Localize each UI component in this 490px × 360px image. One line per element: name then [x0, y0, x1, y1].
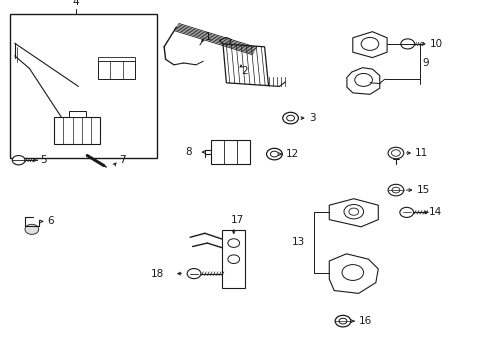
Text: 8: 8 — [185, 147, 192, 157]
Circle shape — [187, 269, 201, 279]
Circle shape — [342, 265, 364, 280]
Circle shape — [388, 184, 404, 196]
Text: 7: 7 — [120, 155, 126, 165]
Circle shape — [344, 204, 364, 219]
Circle shape — [287, 115, 294, 121]
Circle shape — [361, 37, 379, 50]
Text: 12: 12 — [286, 149, 299, 159]
Bar — [98, 57, 135, 61]
Bar — [211, 140, 250, 164]
Text: 16: 16 — [359, 316, 372, 326]
Polygon shape — [329, 254, 378, 293]
Circle shape — [339, 318, 347, 324]
Circle shape — [12, 156, 25, 165]
Circle shape — [270, 151, 278, 157]
Text: 1: 1 — [205, 32, 212, 42]
Text: 10: 10 — [430, 39, 443, 49]
Circle shape — [335, 315, 351, 327]
Text: 15: 15 — [416, 185, 430, 195]
Bar — [54, 117, 100, 144]
Polygon shape — [347, 68, 380, 94]
Circle shape — [401, 39, 415, 49]
Text: 3: 3 — [309, 113, 316, 123]
Text: 17: 17 — [231, 215, 245, 225]
Polygon shape — [223, 44, 269, 86]
Text: 18: 18 — [151, 269, 164, 279]
Bar — [222, 230, 245, 288]
Circle shape — [392, 187, 400, 193]
Text: 4: 4 — [73, 0, 79, 7]
Text: 13: 13 — [292, 238, 305, 247]
Bar — [98, 61, 135, 79]
Text: 11: 11 — [415, 148, 428, 158]
Circle shape — [228, 239, 240, 247]
Text: 6: 6 — [48, 216, 54, 226]
Circle shape — [349, 208, 359, 215]
Bar — [69, 111, 86, 117]
Circle shape — [392, 150, 400, 156]
Polygon shape — [353, 32, 387, 58]
Circle shape — [400, 207, 414, 217]
Text: 5: 5 — [41, 155, 48, 165]
Circle shape — [267, 148, 282, 160]
Bar — [10, 14, 157, 158]
Text: 14: 14 — [429, 207, 442, 217]
Circle shape — [355, 73, 372, 86]
Circle shape — [25, 224, 39, 234]
Circle shape — [228, 255, 240, 264]
Polygon shape — [329, 199, 378, 227]
Text: 2: 2 — [241, 66, 248, 76]
Circle shape — [388, 147, 404, 159]
Text: 9: 9 — [422, 58, 429, 68]
Circle shape — [283, 112, 298, 124]
